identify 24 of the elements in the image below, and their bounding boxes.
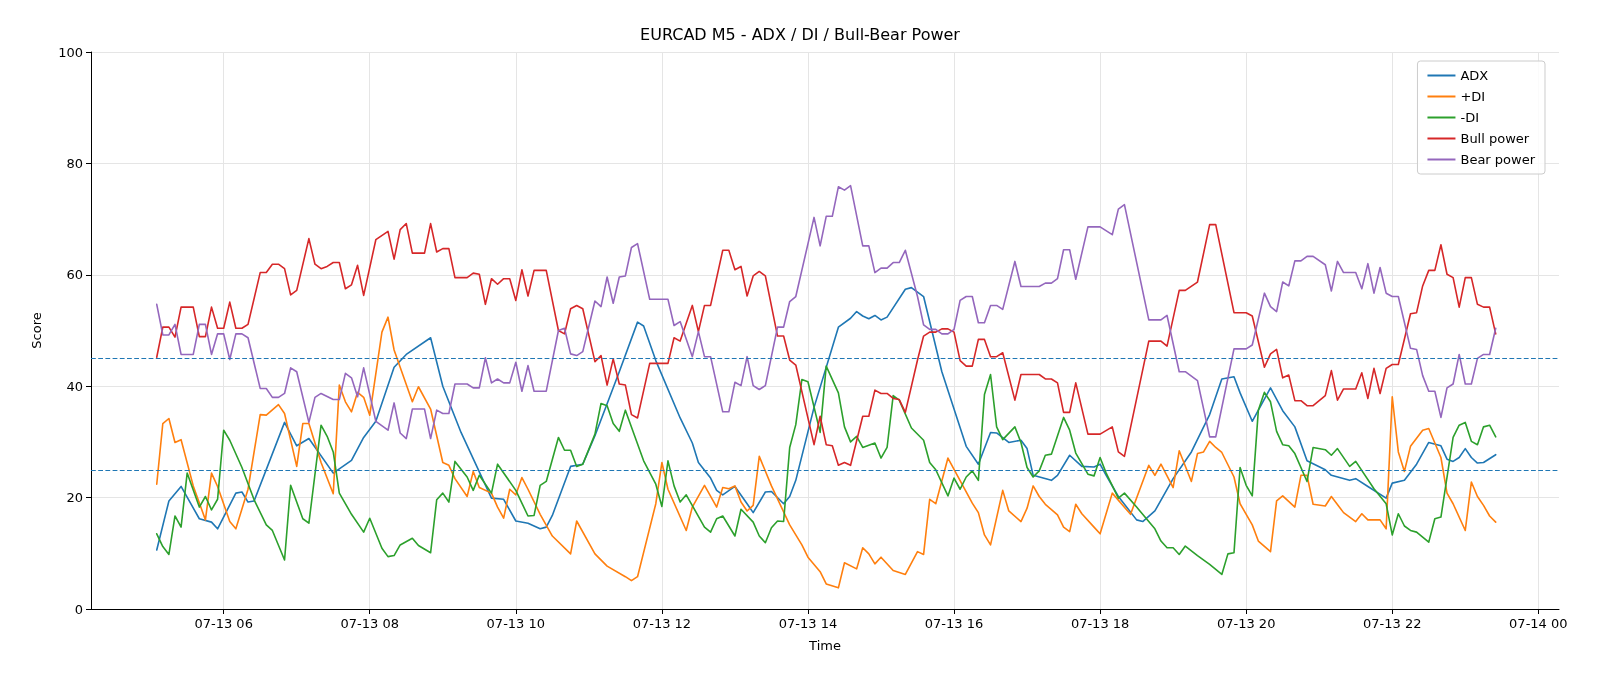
x-tick-label: 07-13 06 (194, 616, 253, 631)
x-tick-label: 07-14 00 (1509, 616, 1568, 631)
legend-label: ADX (1460, 68, 1489, 83)
x-axis-title: Time (808, 638, 841, 653)
y-tick-label: 40 (66, 378, 83, 394)
x-tick-label: 07-13 12 (632, 616, 692, 631)
x-tick-label: 07-13 20 (1216, 616, 1276, 631)
x-tick-label: 07-13 14 (778, 616, 838, 631)
y-tick-label: 20 (66, 490, 83, 506)
y-tick-label: 100 (58, 44, 83, 60)
legend-label: +DI (1460, 89, 1486, 104)
legend-label: Bull power (1460, 131, 1530, 146)
legend-label: -DI (1460, 110, 1480, 125)
y-tick-label: 80 (66, 155, 83, 171)
x-tick-label: 07-13 10 (486, 616, 546, 631)
x-tick-label: 07-13 18 (1070, 616, 1130, 631)
y-tick-label: 60 (66, 267, 83, 283)
y-axis-title: Score (29, 312, 44, 349)
chart-title: EURCAD M5 - ADX / DI / Bull-Bear Power (640, 24, 961, 44)
y-tick-label: 0 (74, 601, 83, 617)
legend-label: Bear power (1460, 152, 1536, 167)
x-tick-label: 07-13 08 (340, 616, 399, 631)
x-tick-label: 07-13 22 (1363, 616, 1422, 631)
x-tick-label: 07-13 16 (924, 616, 984, 631)
